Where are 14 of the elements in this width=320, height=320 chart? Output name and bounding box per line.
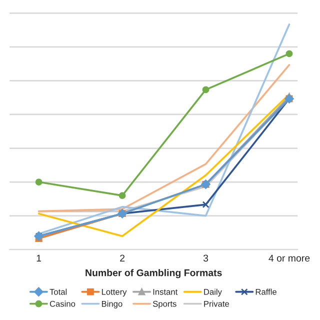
legend-label: Bingo bbox=[102, 300, 122, 308]
x-tick-label: 2 bbox=[120, 254, 125, 262]
legend-label: Instant bbox=[153, 289, 178, 295]
legend-label: Lottery bbox=[102, 289, 127, 296]
legend-label: Sports bbox=[152, 300, 176, 308]
legend-label: Total bbox=[50, 288, 67, 295]
legend-label: Casino bbox=[50, 300, 76, 307]
legend-label: Daily bbox=[204, 288, 222, 296]
legend-label: Raffle bbox=[256, 288, 276, 295]
x-tick-label: 3 bbox=[203, 254, 208, 262]
x-axis-title: Number of Gambling Formats bbox=[86, 269, 222, 278]
x-tick-label: 1 bbox=[36, 254, 42, 262]
legend-label: Private bbox=[204, 300, 230, 307]
x-tick-label: 4 or more bbox=[268, 254, 310, 262]
